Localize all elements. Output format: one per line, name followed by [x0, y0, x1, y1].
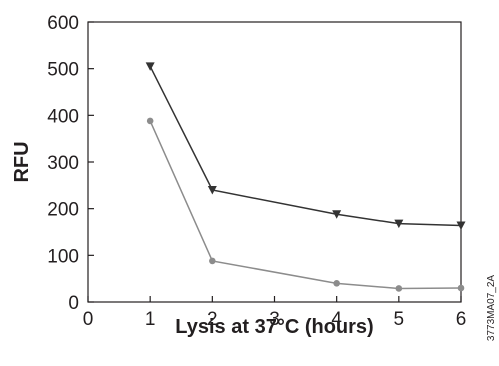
series-2-point: [333, 280, 340, 287]
y-tick-label: 600: [47, 13, 79, 34]
y-axis-title: RFU: [11, 141, 33, 182]
figure-code-label: 3773MA07_2A: [486, 275, 497, 341]
y-axis-ticks: 0 100 200 300 400 500 600: [47, 13, 94, 314]
x-tick-label: 2: [207, 309, 218, 330]
x-tick-label: 5: [394, 309, 405, 330]
y-tick-label: 400: [47, 106, 79, 127]
x-tick-label: 6: [456, 309, 467, 330]
y-tick-label: 300: [47, 153, 79, 174]
series-1-point: [145, 62, 155, 71]
series-1-line: [149, 65, 462, 227]
plot-frame: [87, 21, 462, 303]
x-axis-ticks: 0 1 2 3 4 5 6: [83, 296, 467, 330]
y-tick-label: 200: [47, 200, 79, 221]
x-tick-label: 0: [83, 309, 94, 330]
x-tick-label: 4: [331, 309, 342, 330]
series-2-line: [149, 120, 462, 290]
series-2-point: [209, 257, 216, 265]
series-1-point: [332, 210, 342, 219]
y-tick-label: 500: [47, 60, 79, 81]
x-tick-label: 3: [269, 309, 280, 330]
series-2-point: [395, 285, 403, 292]
series-layer: [145, 62, 466, 292]
series-1-point: [456, 221, 466, 230]
series-1-point: [207, 186, 217, 195]
y-tick-label: 0: [68, 293, 79, 314]
x-axis-title: Lysis at 37°C (hours): [175, 316, 373, 338]
x-tick-label: 1: [145, 309, 156, 330]
series-1-point: [394, 219, 404, 229]
series-2-point: [457, 284, 465, 292]
series-2-point: [146, 117, 154, 125]
y-tick-label: 100: [47, 246, 79, 267]
